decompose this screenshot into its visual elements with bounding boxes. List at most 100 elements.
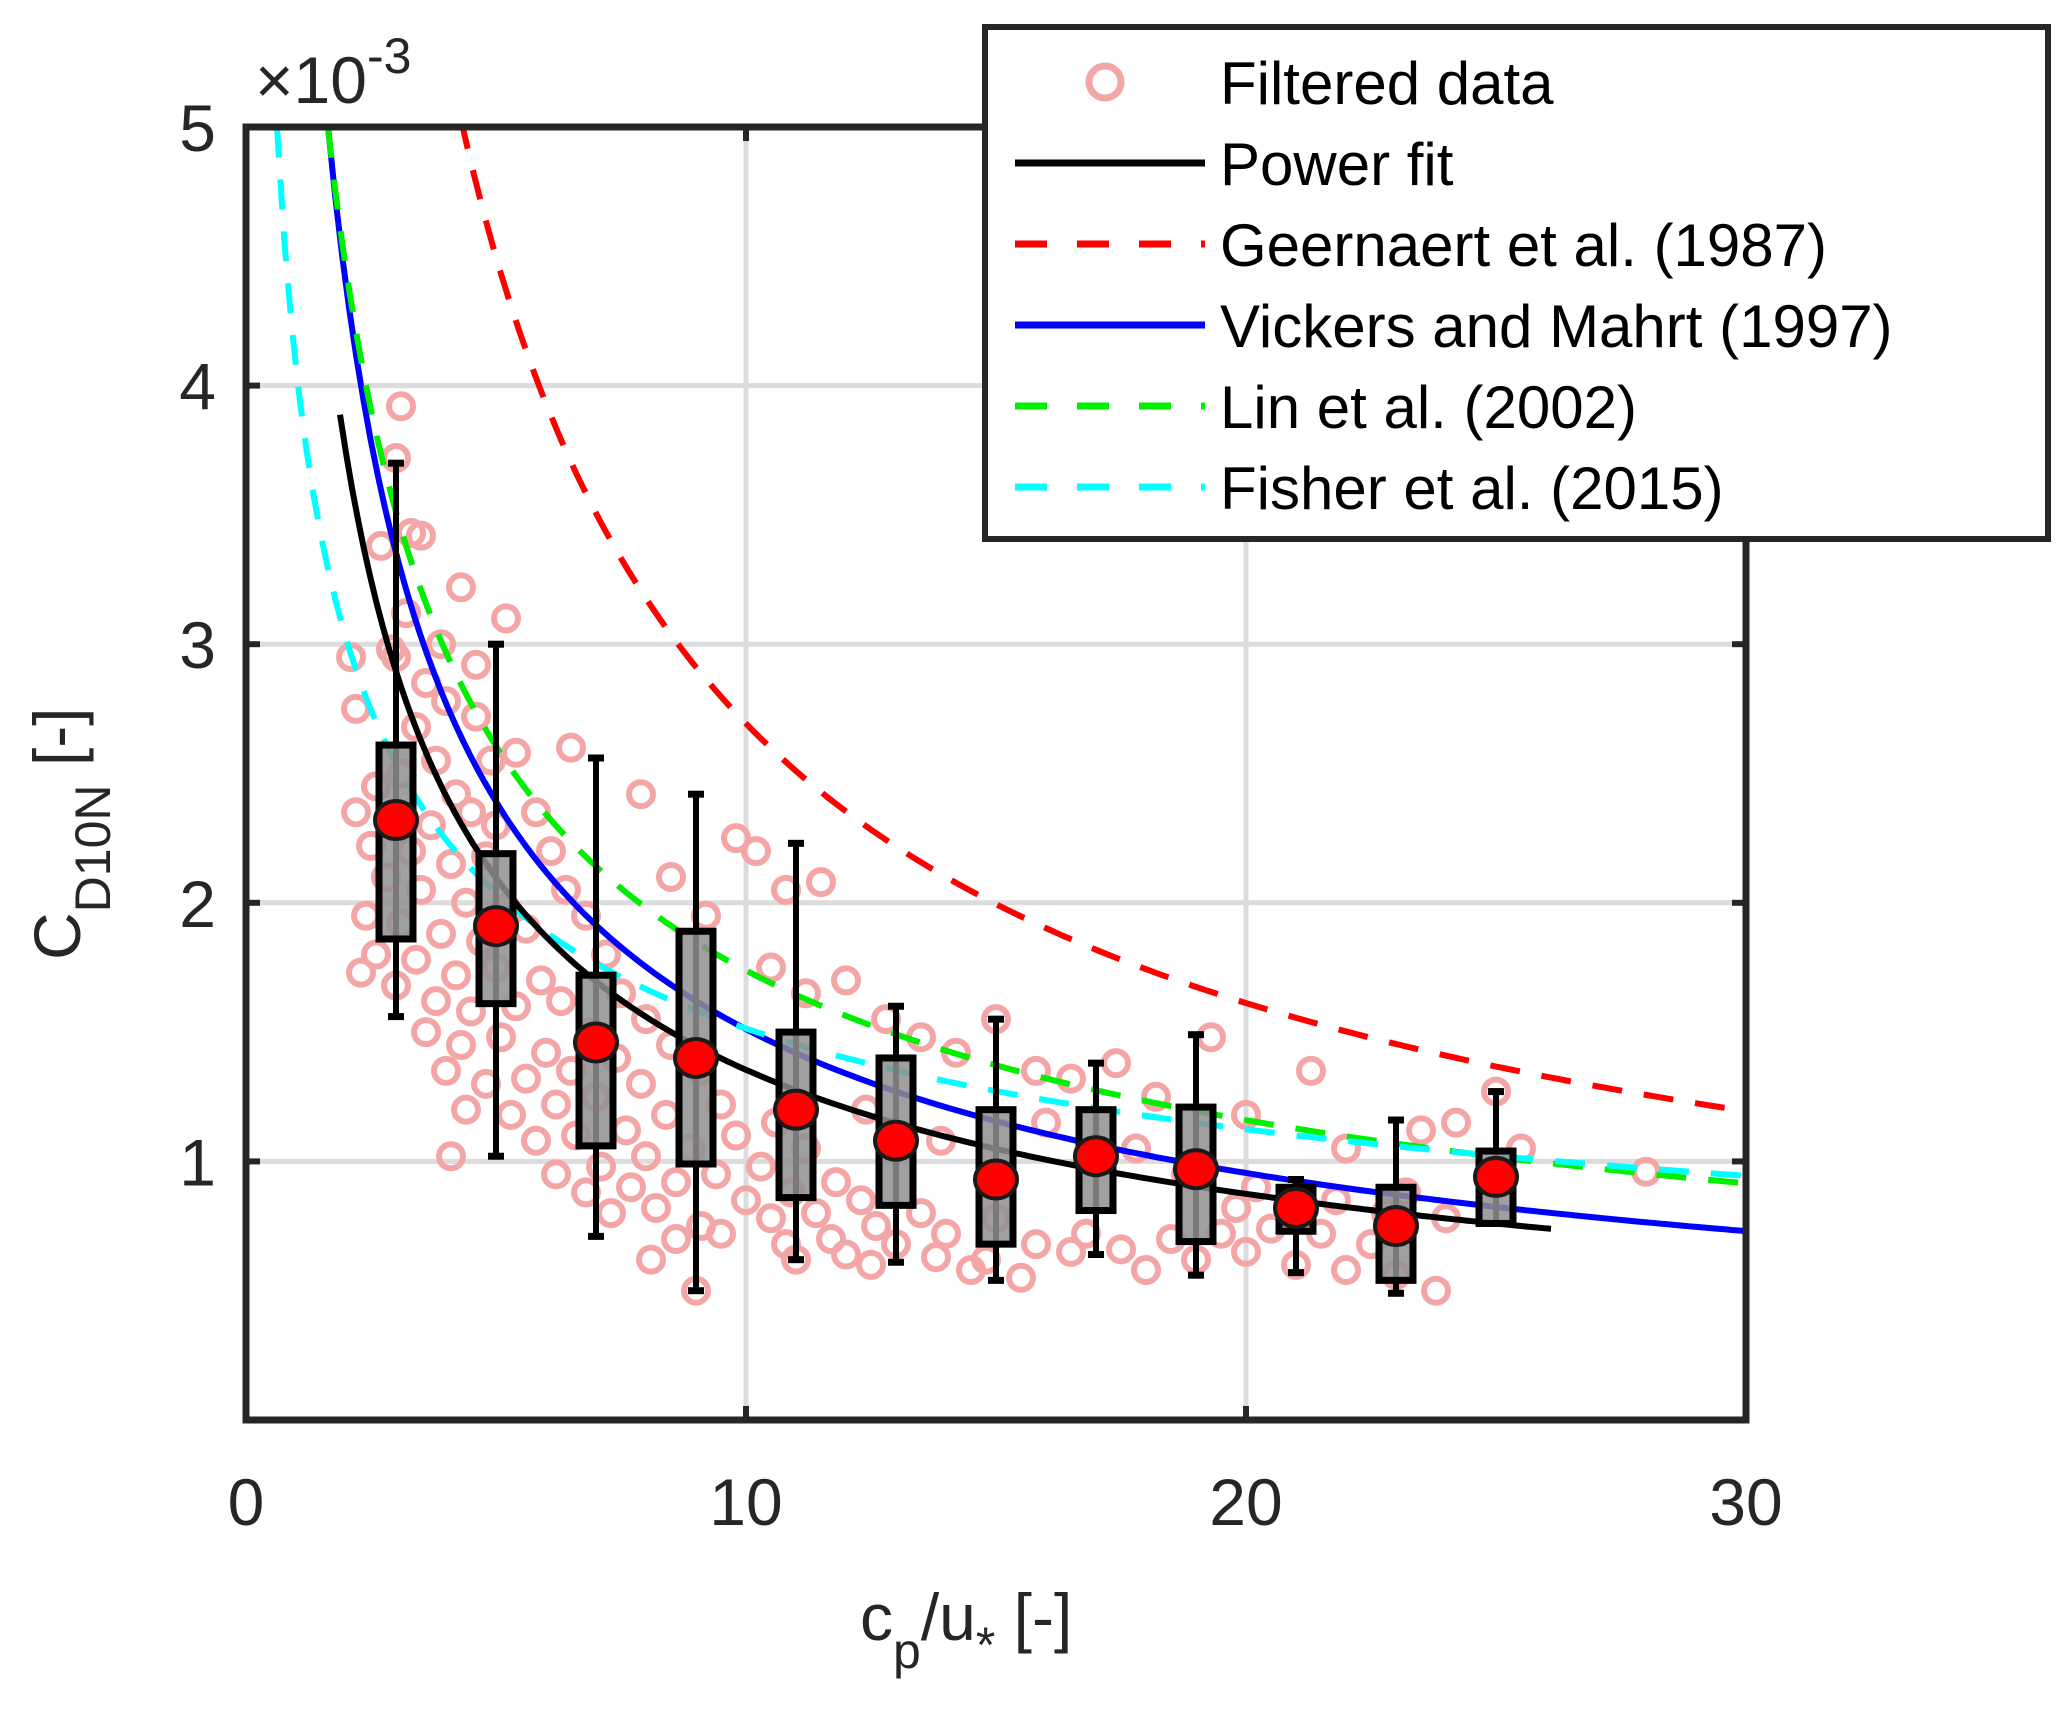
scatter-point <box>756 1203 786 1234</box>
scatter-point <box>931 1218 961 1249</box>
legend-marker-icon <box>1085 62 1125 102</box>
scatter-point <box>541 1089 571 1120</box>
boxplot-mean-marker <box>1373 1205 1419 1248</box>
scatter-point <box>361 939 391 970</box>
scatter-point <box>491 603 521 634</box>
x-tick-label: 0 <box>228 1465 265 1539</box>
legend-box <box>982 24 2051 542</box>
scatter-point <box>341 797 371 828</box>
scatter-point <box>1331 1133 1361 1164</box>
scatter-point <box>526 965 556 996</box>
scatter-point <box>446 1030 476 1061</box>
scatter-point <box>501 737 531 768</box>
scatter-point <box>346 957 376 988</box>
legend-entry: Lin et al. (2002) <box>1015 374 1637 441</box>
boxplot-mean-marker <box>1473 1155 1519 1198</box>
legend-entry: Filtered data <box>1085 50 1554 117</box>
boxplot <box>1173 1031 1219 1279</box>
scatter-point <box>1441 1107 1471 1138</box>
scatter-point <box>386 391 416 422</box>
y-exponent-label: ×10-3 <box>255 28 411 117</box>
boxplot-layer <box>373 459 1519 1297</box>
y-tick-label: 2 <box>179 867 216 941</box>
scatter-point <box>406 520 436 551</box>
boxplot <box>1473 1088 1519 1227</box>
scatter-point <box>1421 1275 1451 1306</box>
scatter-point <box>906 1198 936 1229</box>
y-tick-label: 5 <box>179 91 216 165</box>
curve-geernaert-et-al-1987 <box>459 127 1746 1115</box>
scatter-point <box>1231 1236 1261 1267</box>
scatter-point <box>661 1223 691 1254</box>
scatter-point <box>436 1141 466 1172</box>
scatter-point <box>436 849 466 880</box>
boxplot <box>1273 1176 1319 1277</box>
scatter-point <box>856 1249 886 1280</box>
scatter-point <box>1406 1115 1436 1146</box>
scatter-point <box>521 1125 551 1156</box>
scatter-point <box>1056 1236 1086 1267</box>
scatter-point <box>431 686 461 717</box>
scatter-point <box>551 874 581 905</box>
scatter-point <box>511 1063 541 1094</box>
scatter-point <box>861 1211 891 1242</box>
scatter-point <box>411 1017 441 1048</box>
scatter-point <box>741 836 771 867</box>
scatter-point <box>401 711 431 742</box>
scatter-point <box>626 1068 656 1099</box>
scatter-point <box>476 745 506 776</box>
boxplot-mean-marker <box>973 1158 1019 1201</box>
boxplot <box>873 1002 919 1266</box>
boxplot <box>773 839 819 1264</box>
scatter-point <box>706 1218 736 1249</box>
scatter-point <box>426 918 456 949</box>
x-tick-label: 30 <box>1709 1465 1782 1539</box>
boxplot-mean-marker <box>573 1021 619 1064</box>
boxplot <box>973 1015 1019 1284</box>
legend-label: Geernaert et al. (1987) <box>1220 212 1827 279</box>
boxplot-mean-marker <box>1073 1135 1119 1178</box>
x-tick-label: 20 <box>1209 1465 1282 1539</box>
scatter-point <box>816 1223 846 1254</box>
scatter-point <box>801 1198 831 1229</box>
scatter-point <box>921 1242 951 1273</box>
scatter-point <box>556 732 586 763</box>
legend-entry: Geernaert et al. (1987) <box>1015 212 1827 279</box>
boxplot-mean-marker <box>1173 1148 1219 1191</box>
scatter-point <box>821 1167 851 1198</box>
scatter-point <box>641 1192 671 1223</box>
legend-label: Fisher et al. (2015) <box>1220 455 1724 522</box>
scatter-point <box>541 1159 571 1190</box>
y-tick-label: 4 <box>179 350 216 424</box>
scatter-point <box>746 1151 776 1182</box>
scatter-point <box>1006 1262 1036 1293</box>
x-tick-label: 10 <box>709 1465 782 1539</box>
scatter-point <box>631 1004 661 1035</box>
scatter-point <box>1331 1255 1361 1286</box>
scatter-point <box>631 1141 661 1172</box>
scatter-point <box>401 944 431 975</box>
scatter-point <box>536 836 566 867</box>
boxplot-box <box>375 741 417 943</box>
scatter-point <box>661 1167 691 1198</box>
boxplot <box>1073 1059 1119 1258</box>
legend-entry: Fisher et al. (2015) <box>1015 455 1724 522</box>
legend: Filtered data Power fit Geernaert et al. (… <box>982 24 2051 542</box>
scatter-point <box>806 867 836 898</box>
boxplot-mean-marker <box>673 1036 719 1079</box>
boxplot <box>473 640 519 1160</box>
scatter-point <box>546 986 576 1017</box>
scatter-point <box>831 965 861 996</box>
y-axis-label: CD10N [-] <box>20 707 121 960</box>
boxplot <box>1373 1116 1419 1297</box>
scatter-point <box>656 861 686 892</box>
legend-entry: Power fit <box>1015 131 1454 198</box>
scatter-point <box>441 960 471 991</box>
scatter-point <box>446 572 476 603</box>
scatter-point <box>461 649 491 680</box>
y-tick-label: 1 <box>179 1125 216 1199</box>
boxplot-mean-marker <box>773 1088 819 1131</box>
scatter-point <box>1021 1055 1051 1086</box>
scatter-point <box>486 1022 516 1053</box>
